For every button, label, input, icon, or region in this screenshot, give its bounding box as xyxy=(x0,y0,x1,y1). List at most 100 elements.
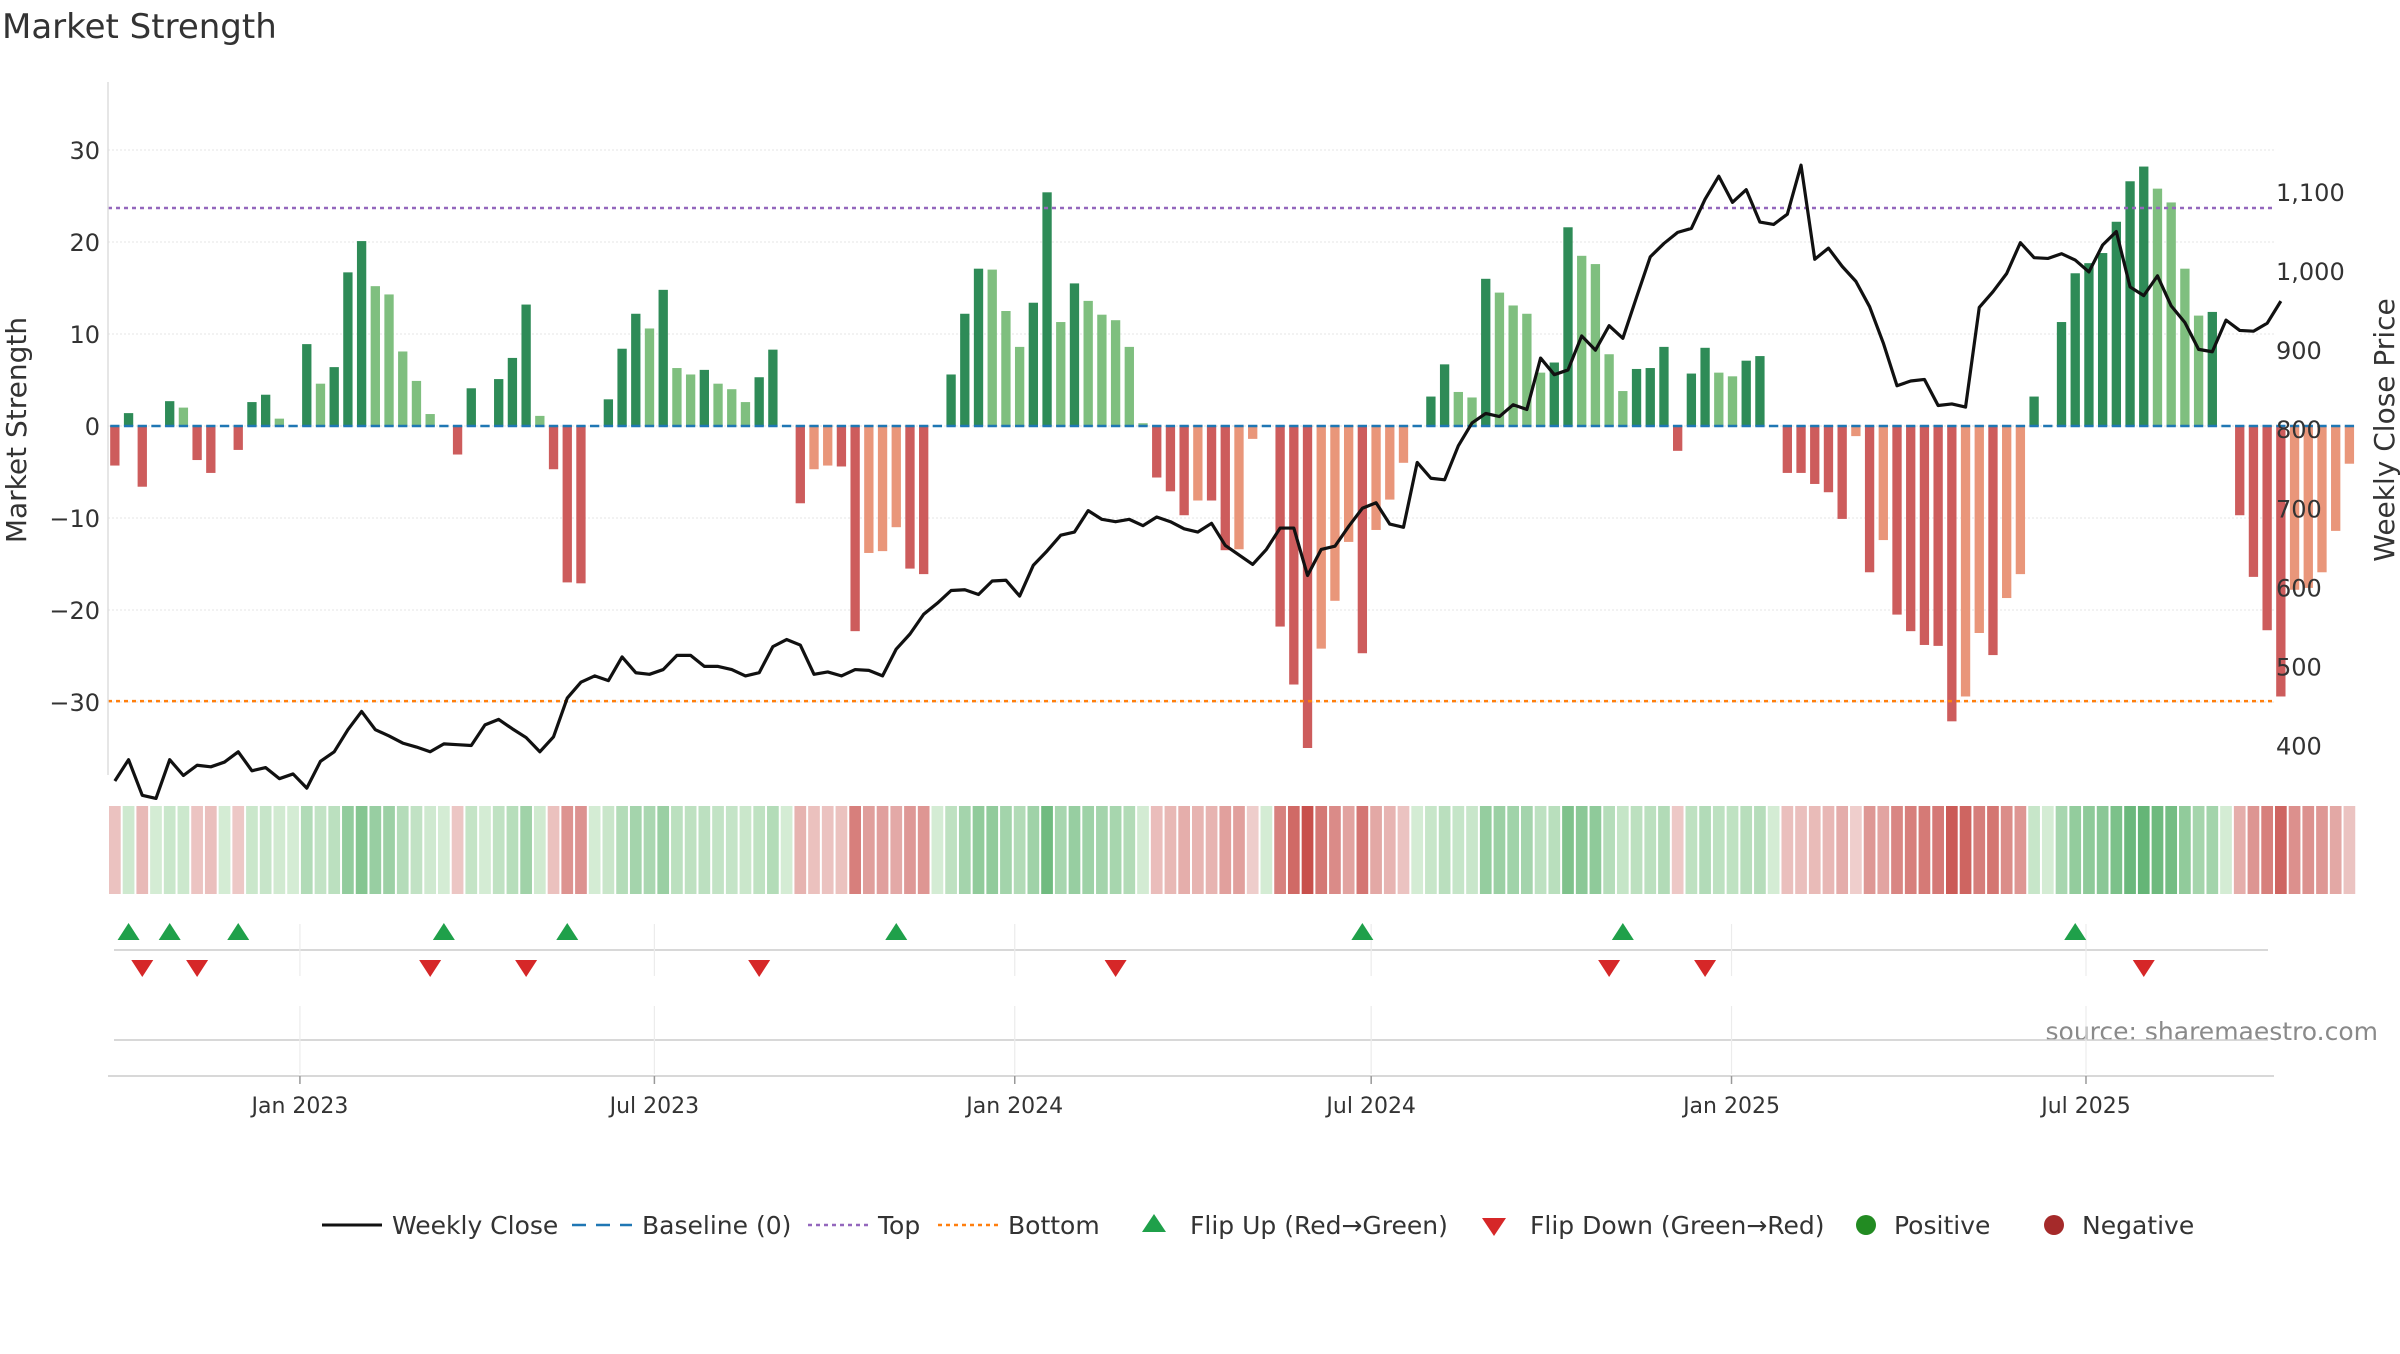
strength-bar xyxy=(274,418,285,426)
y-left-tick-label: −20 xyxy=(49,597,100,625)
strength-bars xyxy=(110,166,2355,748)
strength-bar xyxy=(1974,426,1984,633)
y-right-tick-label: 700 xyxy=(2276,495,2322,523)
strength-bar xyxy=(1522,313,1532,426)
strength-bar xyxy=(1165,426,1176,492)
heat-cell xyxy=(2014,806,2027,894)
strength-bar xyxy=(644,328,655,426)
strength-bar xyxy=(1453,391,1463,426)
strength-bar xyxy=(2262,426,2272,631)
flip-up-marker xyxy=(1351,923,1374,940)
strength-bar xyxy=(1001,311,1011,426)
heat-cell xyxy=(2124,806,2136,894)
strength-bar xyxy=(452,426,463,455)
legend-label: Bottom xyxy=(1008,1211,1100,1240)
heat-cell xyxy=(1877,806,1890,894)
heat-cell xyxy=(1329,806,1341,894)
strength-bar xyxy=(123,413,134,426)
heat-cell xyxy=(150,806,162,894)
heat-cell xyxy=(794,806,807,894)
heat-cell xyxy=(767,806,779,894)
legend-label: Flip Down (Green→Red) xyxy=(1530,1211,1825,1240)
strength-bar xyxy=(1426,396,1436,426)
heat-cell xyxy=(1150,806,1163,894)
y-left-tick-label: 30 xyxy=(69,137,100,165)
strength-bar xyxy=(1563,227,1573,426)
strength-bar xyxy=(110,426,120,466)
heat-cell xyxy=(643,806,656,894)
strength-bar xyxy=(1056,322,1066,426)
strength-bar xyxy=(411,380,422,426)
x-tick-label: Jul 2025 xyxy=(2039,1094,2131,1119)
heat-cell xyxy=(1754,806,1766,894)
heat-cell xyxy=(917,806,930,894)
heat-cell xyxy=(808,806,820,894)
strength-bar xyxy=(740,402,751,426)
strength-bar xyxy=(2193,315,2204,426)
strength-bar xyxy=(1275,426,1285,627)
heat-cell xyxy=(1562,806,1574,894)
heat-cell xyxy=(712,806,724,894)
strength-bar xyxy=(864,426,874,553)
legend-swatch xyxy=(1142,1214,1166,1232)
strength-bar xyxy=(398,351,408,426)
strength-bar xyxy=(1631,368,1642,426)
strength-bar xyxy=(1549,362,1559,426)
heat-cell xyxy=(2247,806,2260,894)
strength-bar xyxy=(2180,268,2190,426)
flip-down-marker xyxy=(748,960,771,977)
heat-cell xyxy=(1987,806,1999,894)
strength-bar xyxy=(1343,426,1354,542)
heat-cell xyxy=(862,806,875,894)
heat-cell xyxy=(2165,806,2178,894)
heat-cell xyxy=(109,806,121,894)
strength-bar xyxy=(1220,426,1230,551)
strength-heat-strip xyxy=(109,806,2356,894)
heat-cell xyxy=(725,806,738,894)
heat-cell xyxy=(1904,806,1917,894)
heat-cell xyxy=(1082,806,1095,894)
legend-item: Baseline (0) xyxy=(572,1211,791,1240)
heat-cell xyxy=(1246,806,1259,894)
heat-cell xyxy=(438,806,450,894)
heat-cell xyxy=(1383,806,1396,894)
weekly-close-line xyxy=(113,163,2283,801)
strength-bar xyxy=(247,402,257,426)
strength-bar xyxy=(2084,263,2094,426)
strength-bar xyxy=(2303,426,2313,588)
heat-cell xyxy=(1603,806,1615,894)
legend-item: Negative xyxy=(2044,1211,2194,1240)
y-axis-left-label: Market Strength xyxy=(0,317,33,543)
bottom-panel xyxy=(114,1006,2268,1074)
strength-bar xyxy=(1481,278,1491,426)
x-axis: Jan 2023 Jul 2023 Jan 2024 Jul 2024 Jan 2025… xyxy=(108,1075,2274,1119)
heat-cell xyxy=(1096,806,1108,894)
heat-cell xyxy=(1850,806,1862,894)
heat-cell xyxy=(2288,806,2301,894)
strength-bar xyxy=(507,357,518,426)
strength-bar xyxy=(960,313,970,426)
heat-cell xyxy=(2069,806,2082,894)
strength-bar xyxy=(2002,426,2012,599)
strength-bar xyxy=(1494,292,1505,426)
heat-cell xyxy=(479,806,491,894)
heat-cell xyxy=(2220,806,2232,894)
strength-bar xyxy=(1535,372,1546,426)
strength-bar xyxy=(1906,426,1916,632)
strength-bar xyxy=(1398,426,1409,463)
strength-bar xyxy=(1590,264,1601,426)
legend-item: Top xyxy=(808,1211,920,1240)
strength-bar xyxy=(1727,376,1738,426)
strength-bar xyxy=(1947,426,1957,722)
strength-bar xyxy=(576,426,586,584)
legend-label: Baseline (0) xyxy=(642,1211,791,1240)
strength-bar xyxy=(1577,255,1587,426)
heat-cell xyxy=(1260,806,1273,894)
strength-bar xyxy=(836,426,847,467)
y-right-tick-label: 600 xyxy=(2276,574,2322,602)
y-right-tick-label: 500 xyxy=(2276,653,2322,681)
strength-bar xyxy=(2111,221,2122,426)
y-axis-right-label: Weekly Close Price xyxy=(2368,298,2400,561)
strength-bar xyxy=(343,272,353,426)
heat-cell xyxy=(383,806,395,894)
